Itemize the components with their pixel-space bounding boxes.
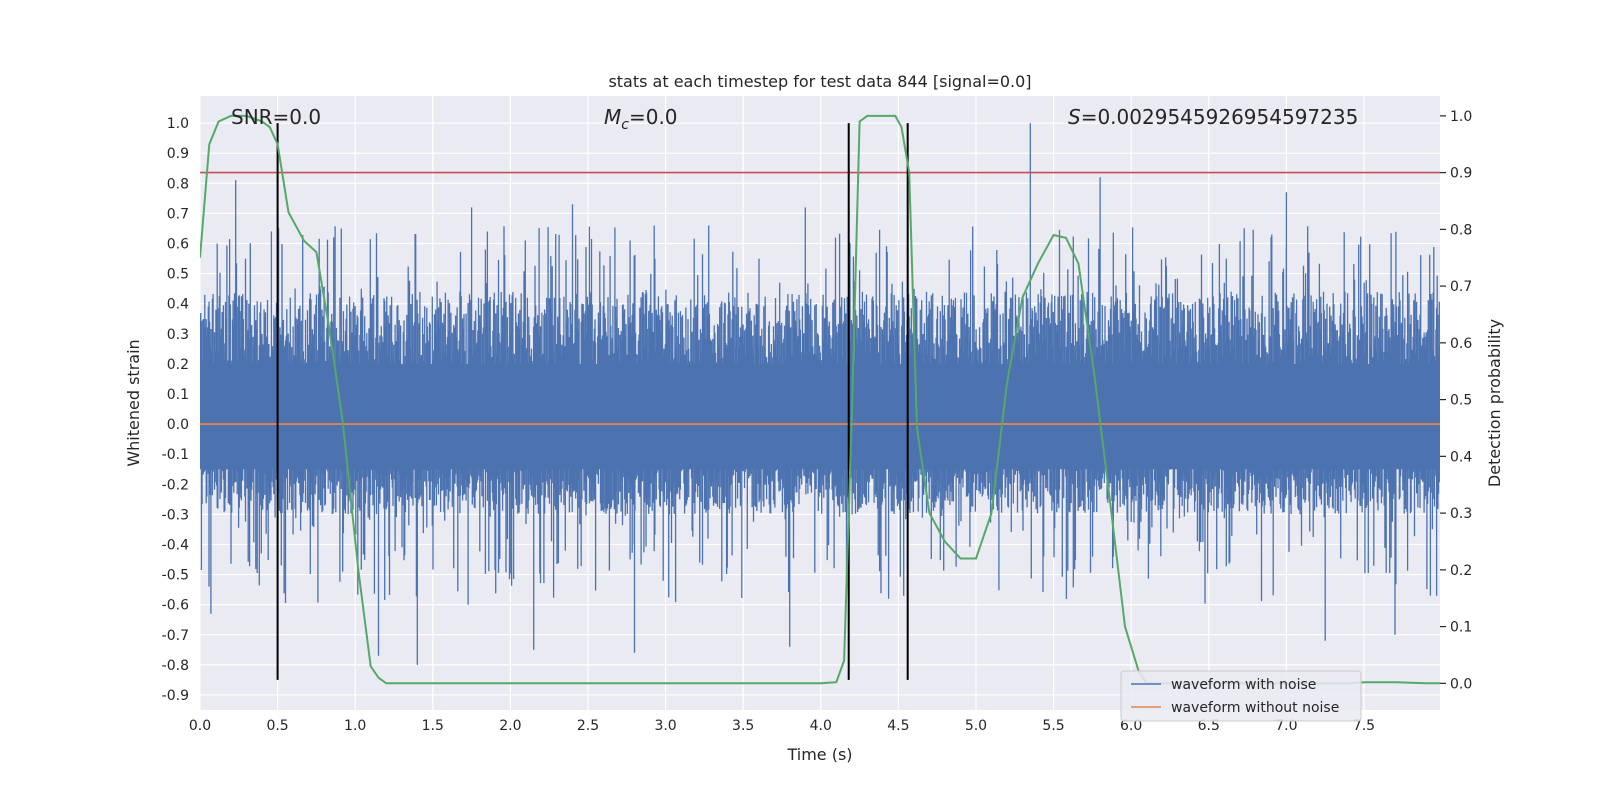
x-tick-label: 0.0 <box>189 718 211 734</box>
x-tick-label: 1.5 <box>422 718 444 734</box>
y-left-tick-label: -0.7 <box>162 628 189 644</box>
noise-trace <box>200 123 1440 665</box>
y-left-tick-label: 0.8 <box>167 176 189 192</box>
y-left-tick-label: -0.2 <box>162 477 189 493</box>
mc-annotation: Mc=0.0 <box>604 105 678 133</box>
y-left-tick-label: 0.0 <box>167 417 189 433</box>
y-left-tick-label: -0.3 <box>162 507 189 523</box>
y-axis-right-label: Detection probability <box>1485 319 1504 487</box>
snr-annotation: SNR=0.0 <box>231 105 321 129</box>
legend: waveform with noise waveform without noi… <box>1120 670 1362 722</box>
y-right-tick-label: 1.0 <box>1450 109 1472 125</box>
x-tick-label: 7.5 <box>1353 718 1375 734</box>
y-left-tick-label: 0.5 <box>167 267 189 283</box>
y-right-tick-label: 0.7 <box>1450 279 1472 295</box>
s-annotation: S=0.002954592695459723​5 <box>1068 105 1358 129</box>
x-tick-label: 1.0 <box>344 718 366 734</box>
x-tick-label: 2.0 <box>499 718 521 734</box>
x-tick-label: 0.5 <box>266 718 288 734</box>
x-tick-label: 6.0 <box>1120 718 1142 734</box>
x-tick-label: 6.5 <box>1198 718 1220 734</box>
y-left-tick-label: 0.7 <box>167 206 189 222</box>
y-right-tick-label: 0.6 <box>1450 336 1472 352</box>
x-tick-label: 5.0 <box>965 718 987 734</box>
y-left-tick-label: -0.5 <box>162 568 189 584</box>
y-right-tick-label: 0.3 <box>1450 506 1472 522</box>
x-tick-label: 2.5 <box>577 718 599 734</box>
y-axis-left-ticks: 1.0 0.9 0.8 0.7 0.6 0.5 0.4 0.3 0.2 0.1 0.0 -0.1 -0.… <box>162 116 189 704</box>
y-right-tick-label: 0.5 <box>1450 393 1472 409</box>
s-symbol: S <box>1068 105 1081 129</box>
y-left-tick-label: -0.9 <box>162 688 189 704</box>
x-tick-label: 7.0 <box>1275 718 1297 734</box>
legend-label-clean: waveform without noise <box>1171 700 1339 716</box>
y-right-tick-label: 0.8 <box>1450 222 1472 238</box>
mc-subscript: c <box>621 117 629 133</box>
y-axis-right-ticks: 1.0 0.9 0.8 0.7 0.6 0.5 0.4 0.3 0.2 0.1 0.0 <box>1440 109 1472 692</box>
x-tick-label: 4.5 <box>887 718 909 734</box>
y-right-tick-label: 0.0 <box>1450 676 1472 692</box>
y-left-tick-label: 0.6 <box>167 236 189 252</box>
y-right-tick-label: 0.1 <box>1450 620 1472 636</box>
s-value: =0.002954592695459723​5 <box>1081 105 1359 129</box>
y-right-tick-label: 0.9 <box>1450 166 1472 182</box>
x-axis-ticks: 0.0 0.5 1.0 1.5 2.0 2.5 3.0 3.5 4.0 4.5 5.0 5.5 6.0 6… <box>189 718 1375 734</box>
y-left-tick-label: 0.1 <box>167 387 189 403</box>
y-axis-left-label: Whitened strain <box>124 339 143 466</box>
mc-value: =0.0 <box>629 105 678 129</box>
y-right-tick-label: 0.4 <box>1450 449 1472 465</box>
y-left-tick-label: -0.8 <box>162 658 189 674</box>
x-tick-label: 4.0 <box>810 718 832 734</box>
vertical-markers <box>276 123 909 680</box>
series-waveform-with-noise <box>200 123 1440 665</box>
x-tick-label: 3.0 <box>654 718 676 734</box>
y-right-tick-label: 0.2 <box>1450 563 1472 579</box>
y-left-tick-label: 1.0 <box>167 116 189 132</box>
y-left-tick-label: -0.6 <box>162 598 189 614</box>
y-left-tick-label: 0.2 <box>167 357 189 373</box>
y-left-tick-label: 0.4 <box>167 297 189 313</box>
y-left-tick-label: -0.4 <box>162 537 189 553</box>
mc-symbol: M <box>604 105 621 129</box>
x-tick-label: 3.5 <box>732 718 754 734</box>
legend-label-noise: waveform with noise <box>1171 677 1316 693</box>
y-left-tick-label: 0.3 <box>167 327 189 343</box>
y-left-tick-label: 0.9 <box>167 146 189 162</box>
x-tick-label: 5.5 <box>1042 718 1064 734</box>
y-left-tick-label: -0.1 <box>162 447 189 463</box>
legend-box <box>1120 670 1362 722</box>
x-axis-label: Time (s) <box>786 745 852 764</box>
chart-title: stats at each timestep for test data 844… <box>608 72 1031 91</box>
